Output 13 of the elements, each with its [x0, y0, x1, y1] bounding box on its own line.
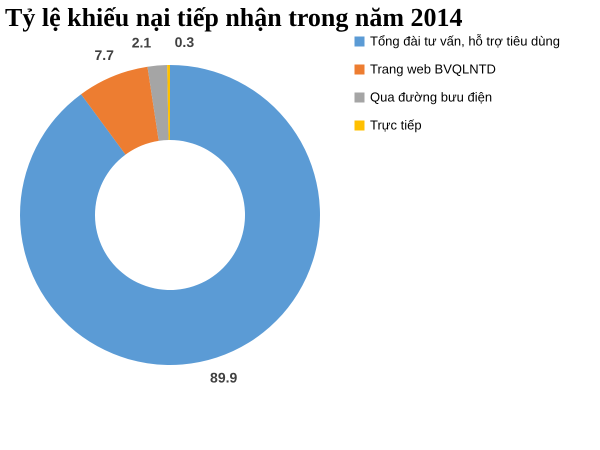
- donut-slice: [167, 65, 170, 140]
- legend-label: Trực tiếp: [370, 118, 422, 132]
- chart-title: Tỷ lệ khiếu nại tiếp nhận trong năm 2014: [5, 3, 463, 32]
- data-label: 7.7: [94, 47, 114, 64]
- donut-slice: [81, 66, 159, 155]
- data-label: 0.3: [174, 34, 194, 50]
- donut-slice: [20, 65, 320, 365]
- legend-label: Tổng đài tư vấn, hỗ trợ tiêu dùng: [370, 34, 560, 48]
- legend-label: Qua đường bưu điện: [370, 90, 492, 104]
- data-label: 2.1: [132, 34, 152, 51]
- data-label: 89.9: [210, 369, 238, 386]
- donut-slice: [147, 65, 169, 141]
- legend-label: Trang web BVQLNTD: [370, 62, 496, 76]
